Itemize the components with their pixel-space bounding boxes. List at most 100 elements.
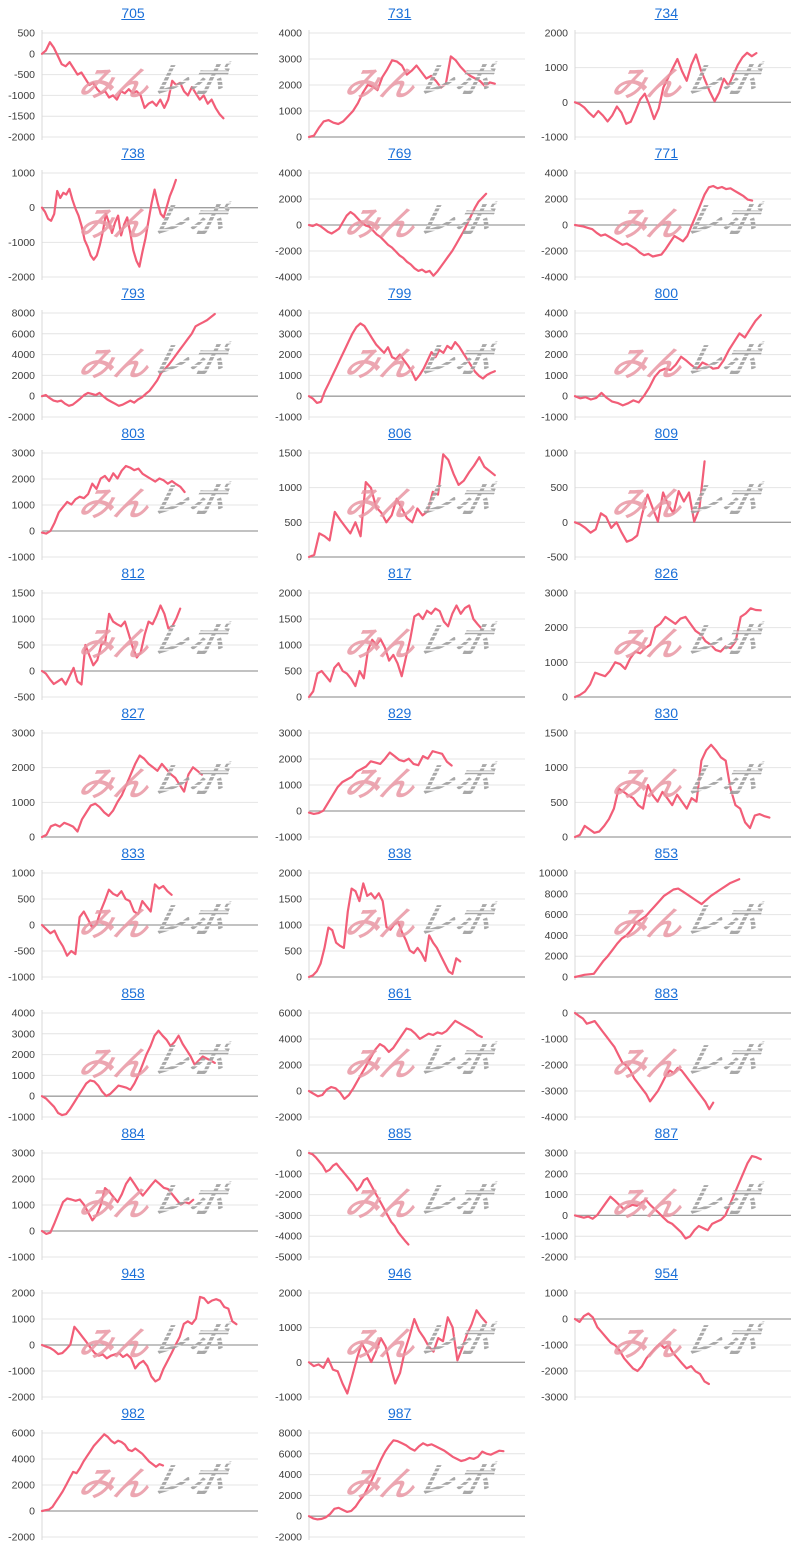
svg-text:-1000: -1000 xyxy=(541,412,568,423)
svg-text:-1000: -1000 xyxy=(275,832,302,843)
chart-plot: 10000 8000 6000 4000 2000 0 みんレポ xyxy=(533,865,799,982)
chart-title-link[interactable]: 883 xyxy=(654,985,678,1001)
svg-text:-3000: -3000 xyxy=(541,1086,568,1098)
svg-text:1000: 1000 xyxy=(278,482,302,494)
chart-plot: 6000 4000 2000 0 -2000 みんレポ xyxy=(0,1425,266,1542)
chart-title-link[interactable]: 803 xyxy=(121,425,145,441)
svg-text:1000: 1000 xyxy=(12,1200,36,1212)
chart-plot: 4000 2000 0 -2000 -4000 みんレポ xyxy=(267,165,533,282)
chart-plot: 2000 1000 0 -1000 -2000 みんレポ xyxy=(0,1285,266,1402)
chart-title-link[interactable]: 830 xyxy=(654,705,678,721)
svg-text:0: 0 xyxy=(562,972,568,983)
chart-title-link[interactable]: 853 xyxy=(654,845,678,861)
line-chart: 4000 3000 2000 1000 0 xyxy=(278,28,525,142)
chart-title-link[interactable]: 858 xyxy=(121,985,145,1001)
chart-title-link[interactable]: 829 xyxy=(387,705,412,721)
chart-title-link[interactable]: 705 xyxy=(121,5,145,21)
chart-title: 738 xyxy=(0,142,266,165)
svg-text:2000: 2000 xyxy=(12,370,36,382)
chart-title-link[interactable]: 793 xyxy=(121,285,145,301)
svg-text:4000: 4000 xyxy=(278,168,302,180)
chart-plot: 3000 2000 1000 0 みんレポ xyxy=(533,585,799,702)
svg-text:2000: 2000 xyxy=(278,1288,302,1300)
svg-text:2000: 2000 xyxy=(12,1049,36,1061)
chart-title-link[interactable]: 809 xyxy=(654,425,678,441)
svg-text:3000: 3000 xyxy=(12,728,36,740)
svg-text:-2000: -2000 xyxy=(8,1532,35,1543)
svg-text:-1000: -1000 xyxy=(541,1231,568,1243)
chart-plot: 2000 1500 1000 500 0 みんレポ xyxy=(267,585,533,702)
chart-title-link[interactable]: 982 xyxy=(121,1405,145,1421)
svg-text:0: 0 xyxy=(562,391,568,403)
svg-text:-1000: -1000 xyxy=(541,132,568,143)
chart-plot: 500 0 -500 -1000 -1500 -2000 みんレポ xyxy=(0,25,266,142)
chart-title: 838 xyxy=(267,842,533,865)
chart-title: 982 xyxy=(0,1402,266,1425)
chart-title-link[interactable]: 826 xyxy=(654,565,678,581)
chart-title-link[interactable]: 800 xyxy=(654,285,678,301)
svg-text:8000: 8000 xyxy=(12,308,36,320)
chart-cell: 885 0 -1000 -2000 -3000 -4000 -5000 みんレポ xyxy=(267,1122,533,1262)
svg-text:-2000: -2000 xyxy=(275,1532,302,1543)
chart-title-link[interactable]: 833 xyxy=(121,845,145,861)
line-chart: 1000 500 0 -500 xyxy=(545,448,792,562)
chart-plot: 2000 1000 0 -1000 みんレポ xyxy=(267,1285,533,1402)
chart-title-link[interactable]: 734 xyxy=(654,5,678,21)
chart-title: 769 xyxy=(267,142,533,165)
svg-text:6000: 6000 xyxy=(545,909,569,921)
chart-plot: 3000 2000 1000 0 -1000 みんレポ xyxy=(0,1145,266,1262)
svg-text:0: 0 xyxy=(562,1314,568,1326)
svg-text:3000: 3000 xyxy=(12,1148,36,1160)
svg-text:1000: 1000 xyxy=(12,500,36,512)
svg-text:2000: 2000 xyxy=(545,1168,569,1180)
chart-title-link[interactable]: 885 xyxy=(387,1125,412,1141)
svg-text:-2000: -2000 xyxy=(8,1392,35,1403)
line-chart: 3000 2000 1000 0 -1000 xyxy=(8,1148,258,1262)
chart-title: 826 xyxy=(533,562,799,585)
chart-plot: 1000 500 0 -500 -1000 みんレポ xyxy=(0,865,266,982)
chart-title-link[interactable]: 954 xyxy=(654,1265,678,1281)
svg-text:3000: 3000 xyxy=(12,1028,36,1040)
chart-title-link[interactable]: 771 xyxy=(654,145,678,161)
chart-title-link[interactable]: 987 xyxy=(387,1405,412,1421)
line-chart: 8000 6000 4000 2000 0 -2000 xyxy=(8,308,258,422)
svg-text:2000: 2000 xyxy=(12,1480,36,1492)
svg-text:2000: 2000 xyxy=(12,762,36,774)
svg-text:-2000: -2000 xyxy=(8,132,35,143)
chart-title: 883 xyxy=(533,982,799,1005)
chart-title-link[interactable]: 884 xyxy=(121,1125,145,1141)
svg-text:-3000: -3000 xyxy=(275,1210,302,1222)
chart-title: 799 xyxy=(267,282,533,305)
svg-text:1500: 1500 xyxy=(12,588,36,600)
svg-text:6000: 6000 xyxy=(12,1428,36,1440)
chart-title-link[interactable]: 838 xyxy=(387,845,412,861)
svg-text:500: 500 xyxy=(284,666,302,678)
chart-plot: 8000 6000 4000 2000 0 -2000 みんレポ xyxy=(267,1425,533,1542)
chart-title-link[interactable]: 731 xyxy=(387,5,412,21)
chart-title-link[interactable]: 769 xyxy=(387,145,412,161)
chart-title-link[interactable]: 943 xyxy=(121,1265,145,1281)
svg-text:500: 500 xyxy=(17,894,35,906)
chart-title-link[interactable]: 812 xyxy=(121,565,145,581)
chart-cell: 826 3000 2000 1000 0 みんレポ xyxy=(533,562,799,702)
chart-title-link[interactable]: 806 xyxy=(387,425,412,441)
chart-title-link[interactable]: 887 xyxy=(654,1125,678,1141)
chart-title-link[interactable]: 861 xyxy=(387,985,412,1001)
chart-plot: 8000 6000 4000 2000 0 -2000 みんレポ xyxy=(0,305,266,422)
chart-title: 954 xyxy=(533,1262,799,1285)
svg-text:2000: 2000 xyxy=(545,349,569,361)
chart-title-link[interactable]: 738 xyxy=(121,145,145,161)
svg-text:0: 0 xyxy=(29,526,35,538)
svg-text:-1000: -1000 xyxy=(541,1340,568,1352)
chart-title-link[interactable]: 827 xyxy=(121,705,145,721)
svg-text:0: 0 xyxy=(562,832,568,843)
chart-title-link[interactable]: 946 xyxy=(387,1265,412,1281)
svg-text:0: 0 xyxy=(562,1210,568,1222)
svg-text:2000: 2000 xyxy=(278,194,302,206)
chart-title: 793 xyxy=(0,282,266,305)
chart-title-link[interactable]: 817 xyxy=(387,565,412,581)
svg-text:-1000: -1000 xyxy=(8,972,35,983)
chart-title-link[interactable]: 799 xyxy=(387,285,412,301)
chart-plot: 1500 1000 500 0 -500 みんレポ xyxy=(0,585,266,702)
svg-text:8000: 8000 xyxy=(545,888,569,900)
